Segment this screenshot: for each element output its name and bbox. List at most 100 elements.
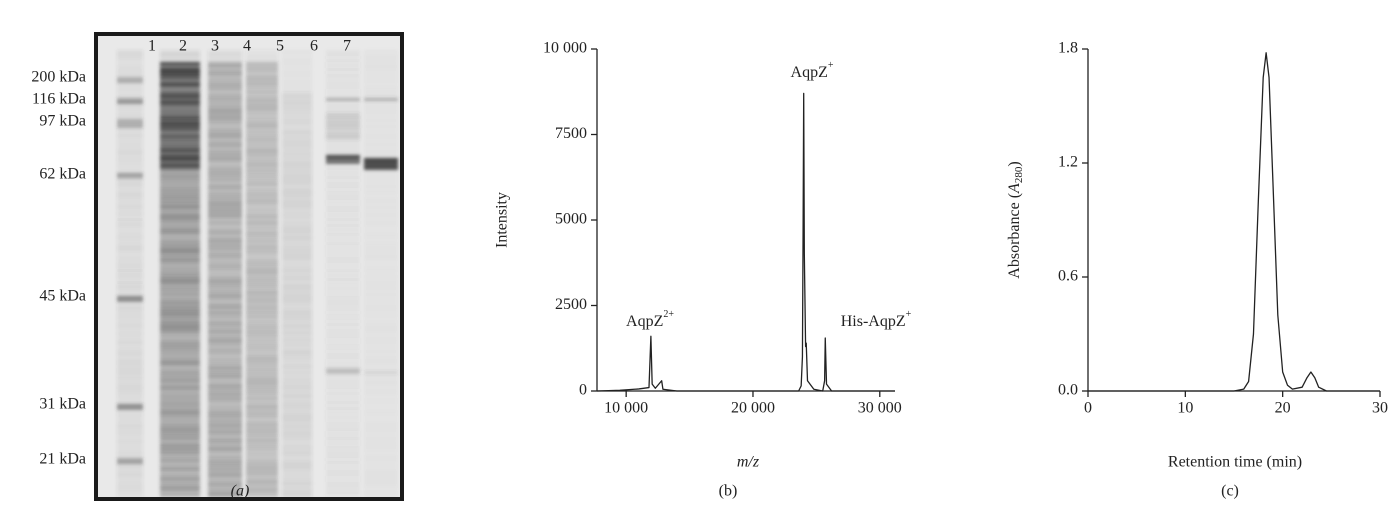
gel-band — [246, 365, 278, 368]
gel-band — [246, 98, 278, 101]
gel-band — [246, 176, 278, 179]
gel-band — [246, 344, 278, 347]
gel-band — [326, 494, 360, 497]
gel-band — [282, 188, 312, 191]
gel-band — [246, 71, 278, 74]
gel-band — [364, 392, 398, 395]
gel-band — [364, 455, 398, 458]
gel-band — [160, 248, 200, 251]
gel-band — [246, 125, 278, 128]
gel-band — [117, 137, 143, 140]
gel-band — [326, 173, 360, 176]
gel-band — [160, 359, 200, 362]
gel-band — [364, 251, 398, 254]
gel-band — [208, 407, 242, 410]
gel-band — [282, 284, 312, 287]
gel-band — [364, 287, 398, 290]
gel-band — [160, 404, 200, 407]
gel-band — [326, 209, 360, 212]
gel-band — [160, 257, 200, 260]
gel-band — [208, 383, 242, 386]
gel-band — [117, 329, 143, 332]
gel-band — [326, 215, 360, 218]
gel-band — [246, 224, 278, 227]
gel-band — [246, 101, 278, 104]
gel-band — [364, 371, 398, 374]
gel-bands — [117, 50, 398, 497]
gel-band — [246, 359, 278, 362]
gel-band — [364, 56, 398, 59]
gel-band — [282, 206, 312, 209]
gel-band — [282, 95, 312, 98]
gel-band — [208, 101, 242, 104]
gel-band — [246, 485, 278, 488]
gel-band — [246, 158, 278, 161]
gel-band — [364, 356, 398, 359]
gel-band — [326, 392, 360, 395]
gel-band — [326, 368, 360, 371]
gel-band — [208, 209, 242, 212]
gel-band — [208, 281, 242, 284]
gel-band — [282, 128, 312, 131]
gel-band — [246, 281, 278, 284]
gel-band — [246, 110, 278, 113]
gel-band — [246, 254, 278, 257]
gel-band — [364, 299, 398, 302]
gel-band — [117, 125, 143, 128]
gel-band — [326, 53, 360, 56]
gel-band — [117, 473, 143, 476]
gel-band — [326, 80, 360, 83]
gel-band — [246, 401, 278, 404]
gel-band — [160, 254, 200, 257]
gel-band — [246, 308, 278, 311]
gel-band — [326, 122, 360, 125]
gel-band — [326, 461, 360, 464]
gel-band — [282, 131, 312, 134]
gel-band — [364, 446, 398, 449]
gel-band — [246, 494, 278, 497]
gel-band — [117, 404, 143, 407]
gel-band — [117, 275, 143, 278]
gel-band — [282, 356, 312, 359]
gel-band — [326, 317, 360, 320]
gel-band — [117, 449, 143, 452]
gel-band — [160, 365, 200, 368]
gel-band — [364, 305, 398, 308]
gel-band — [246, 233, 278, 236]
gel-band — [282, 365, 312, 368]
gel-band — [246, 206, 278, 209]
gel-band — [117, 359, 143, 362]
gel-band — [326, 308, 360, 311]
gel-band — [326, 98, 360, 101]
gel-band — [364, 146, 398, 149]
gel-band — [160, 485, 200, 488]
gel-band — [364, 95, 398, 98]
gel-band — [326, 479, 360, 482]
gel-band — [246, 413, 278, 416]
gel-band — [246, 185, 278, 188]
gel-band — [117, 368, 143, 371]
gel-band — [364, 245, 398, 248]
gel-band — [364, 395, 398, 398]
gel-band — [326, 320, 360, 323]
gel-band — [364, 425, 398, 428]
gel-band — [117, 188, 143, 191]
gel-band — [282, 113, 312, 116]
gel-band — [208, 119, 242, 122]
gel-band — [160, 203, 200, 206]
gel-band — [117, 179, 143, 182]
gel-band — [117, 341, 143, 344]
gel-band — [282, 116, 312, 119]
gel-band — [208, 161, 242, 164]
gel-band — [117, 155, 143, 158]
gel-band — [282, 491, 312, 494]
gel-band — [246, 338, 278, 341]
gel-band — [208, 494, 242, 497]
gel-band — [364, 131, 398, 134]
gel-band — [282, 176, 312, 179]
gel-band — [160, 80, 200, 83]
gel-band — [160, 479, 200, 482]
gel-band — [326, 383, 360, 386]
gel-band — [326, 230, 360, 233]
